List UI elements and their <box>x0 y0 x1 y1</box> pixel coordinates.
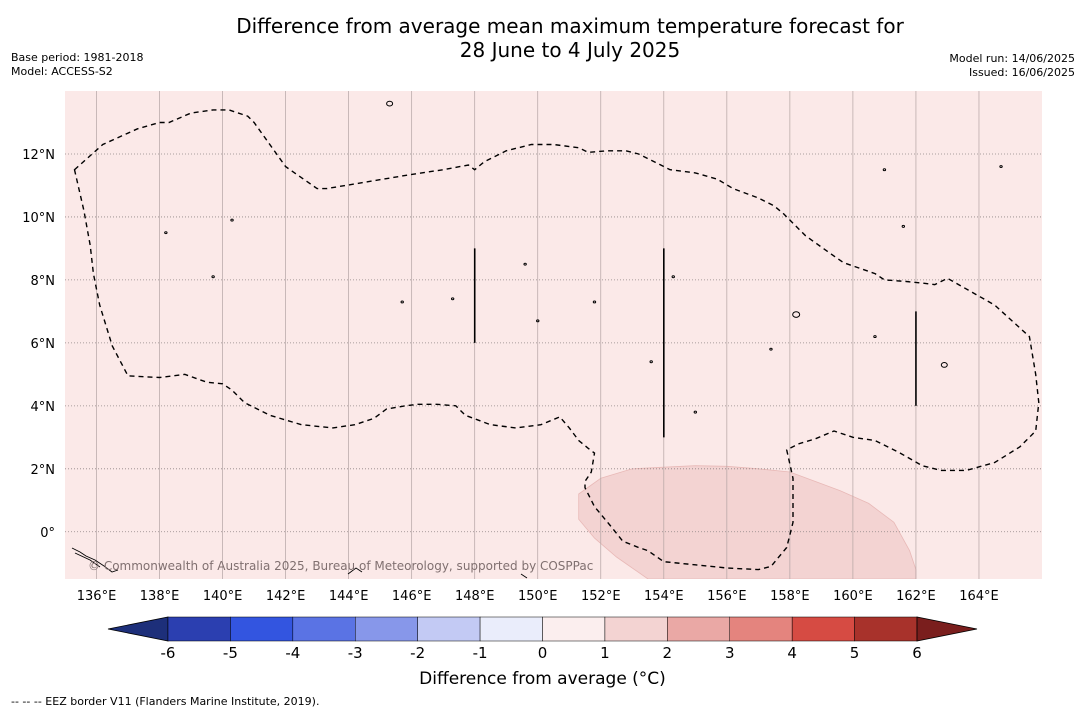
colorbar-tick-label: -4 <box>285 644 300 662</box>
model-run-label: Model run: 14/06/2025 <box>949 52 1075 65</box>
latitude-labels: 0° 2°N 4°N 6°N 8°N 10°N 12°N <box>22 148 55 541</box>
colorbar-segment <box>729 616 793 642</box>
island-outline <box>523 262 527 266</box>
latitude-label: 12°N <box>22 148 55 163</box>
island-outline <box>649 360 653 364</box>
longitude-label: 142°E <box>266 589 306 604</box>
longitude-label: 150°E <box>518 589 558 604</box>
map-figure: © Commonwealth of Australia 2025, Bureau… <box>22 91 1042 662</box>
map-title: Difference from average mean maximum tem… <box>0 14 1085 62</box>
colorbar-tick-label: 4 <box>787 644 797 662</box>
island-outline <box>450 297 455 301</box>
island-outline <box>882 168 887 172</box>
colorbar-segment <box>417 616 481 642</box>
eez-border <box>73 109 1040 571</box>
colorbar-tick-label: -5 <box>223 644 238 662</box>
meta-right: Model run: 14/06/2025 Issued: 16/06/2025 <box>949 52 1075 80</box>
colorbar-segment <box>604 616 668 642</box>
colorbar-segment <box>479 616 543 642</box>
colorbar-tick-label: -3 <box>348 644 363 662</box>
colorbar-tick-label: 5 <box>850 644 860 662</box>
colorbar-tick-label: 2 <box>663 644 673 662</box>
longitude-label: 146°E <box>392 589 432 604</box>
colorbar-segment <box>791 616 855 642</box>
colorbar-title: Difference from average (°C) <box>419 669 666 689</box>
longitude-labels: 136°E 138°E 140°E 142°E 144°E 146°E 148°E 150°E… <box>77 589 999 604</box>
base-period-label: Base period: 1981-2018 <box>11 51 144 64</box>
longitude-label: 154°E <box>644 589 684 604</box>
longitude-label: 164°E <box>959 589 999 604</box>
island-outline <box>693 410 698 414</box>
colorbar-tick-label: 0 <box>538 644 548 662</box>
latitude-label: 4°N <box>31 400 56 415</box>
issued-label: Issued: 16/06/2025 <box>968 66 1075 79</box>
map-area: © Commonwealth of Australia 2025, Bureau… <box>65 91 1042 579</box>
longitude-label: 138°E <box>140 589 180 604</box>
latitude-label: 2°N <box>31 463 56 478</box>
colorbar-segment <box>667 616 730 642</box>
longitude-label: 144°E <box>329 589 369 604</box>
eez-footer: -- -- -- EEZ border V11 (Flanders Marine… <box>11 695 320 708</box>
coastline-outline <box>347 567 528 579</box>
island-outline <box>400 300 404 304</box>
latitude-label: 0° <box>40 526 55 541</box>
longitude-label: 160°E <box>833 589 873 604</box>
colorbar-tick-label: 6 <box>912 644 922 662</box>
island-outline <box>211 275 215 279</box>
colorbar-tick-label: 3 <box>725 644 735 662</box>
longitude-label: 152°E <box>581 589 621 604</box>
border-lines <box>473 248 917 438</box>
longitude-label: 140°E <box>203 589 243 604</box>
colorbar-extend-high <box>916 616 978 642</box>
colorbar-tick-label: 1 <box>600 644 610 662</box>
island-outline <box>386 100 394 107</box>
colorbar-tick-label: -2 <box>410 644 425 662</box>
longitude-label: 148°E <box>455 589 495 604</box>
island-outline <box>592 300 597 304</box>
model-label: Model: ACCESS-S2 <box>11 65 113 78</box>
anomaly-region <box>578 465 917 579</box>
colorbar-segment <box>230 616 294 642</box>
colorbar-tick-label: -1 <box>473 644 488 662</box>
island-outline <box>999 165 1003 169</box>
longitude-label: 162°E <box>896 589 936 604</box>
colorbar-segment <box>854 616 918 642</box>
map-background <box>65 91 1042 579</box>
island-outline <box>792 311 801 318</box>
latitude-label: 6°N <box>31 337 56 352</box>
title-line-1: Difference from average mean maximum tem… <box>236 14 904 38</box>
colorbar-extend-low <box>107 616 169 642</box>
island-outline <box>769 347 773 351</box>
longitude-label: 156°E <box>707 589 747 604</box>
coastline-outline <box>71 547 119 573</box>
island-outline <box>164 231 168 235</box>
colorbar <box>107 616 978 642</box>
island-outline <box>536 319 540 323</box>
colorbar-tick-label: -6 <box>161 644 176 662</box>
island-outline <box>873 335 877 339</box>
colorbar-segment <box>355 616 418 642</box>
latitude-label: 10°N <box>22 211 55 226</box>
title-line-2: 28 June to 4 July 2025 <box>459 38 681 62</box>
longitude-label: 158°E <box>770 589 810 604</box>
island-outline <box>230 218 234 222</box>
meta-left: Base period: 1981-2018 Model: ACCESS-S2 <box>11 51 143 79</box>
island-outlines <box>71 100 1003 579</box>
longitude-label: 136°E <box>77 589 117 604</box>
island-outline <box>901 224 906 228</box>
copyright-text: © Commonwealth of Australia 2025, Bureau… <box>88 559 593 573</box>
colorbar-segment <box>292 616 356 642</box>
colorbar-segment <box>167 616 231 642</box>
colorbar-tick-labels: -6 -5 -4 -3 -2 -1 0 1 2 3 4 5 6 <box>161 644 922 662</box>
island-outline <box>671 275 675 279</box>
latitude-label: 8°N <box>31 274 56 289</box>
island-outline <box>940 362 948 368</box>
colorbar-segment <box>542 616 606 642</box>
